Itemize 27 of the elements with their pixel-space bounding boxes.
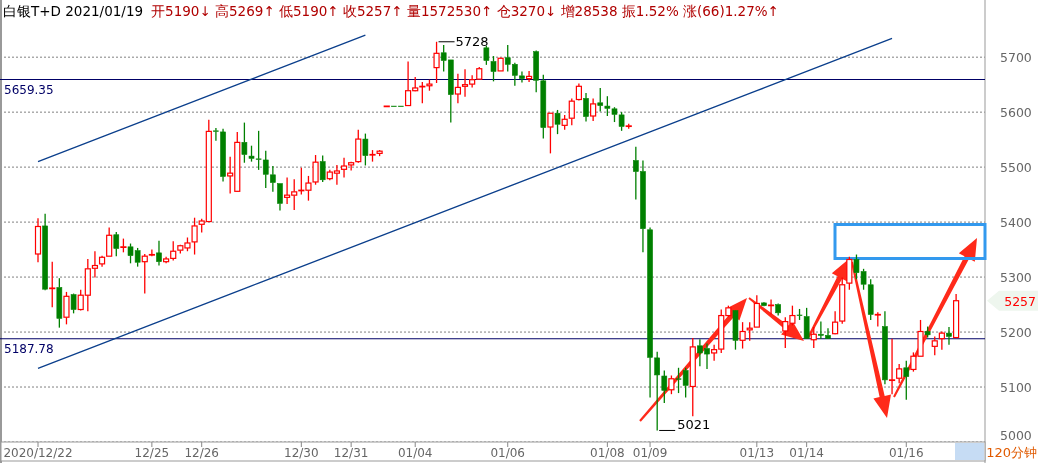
ref-line-label: 5659.35 [4, 82, 54, 97]
x-tick-label: 01/14 [789, 446, 824, 460]
x-tick-label: 12/31 [333, 446, 369, 460]
y-tick-label: 5500 [1000, 160, 1032, 176]
y-tick-label: 5100 [1000, 380, 1032, 396]
x-tick-label: 01/13 [739, 446, 775, 460]
y-tick-label: 5300 [1000, 270, 1032, 286]
annotation: 5728 [455, 33, 489, 49]
x-tick-label: 01/16 [888, 446, 924, 460]
x-tick-label: 01/09 [632, 446, 668, 460]
x-tick-label: 01/06 [490, 446, 526, 460]
x-tick-label: 2020/12/22 [3, 446, 73, 460]
x-tick-label: 12/25 [134, 446, 170, 460]
y-tick-label: 5400 [1000, 215, 1032, 231]
y-tick-label: 5000 [1000, 428, 1032, 443]
y-tick-label: 5200 [1000, 325, 1032, 341]
header: 白银T+D 2021/01/19 开5190↓ 高5269↑ 低5190↑ 收5257↑ 量1572530↑ 仓3270↓ 增28538 振1.52% 涨(66)1.27%↑ [3, 3, 779, 19]
x-tick-label: 12/26 [184, 446, 219, 460]
y-tick-label: 5600 [1000, 105, 1032, 121]
ref-line-label: 5187.78 [4, 341, 54, 356]
text: 120分钟 [986, 445, 1037, 460]
text: 5257 [1004, 293, 1036, 309]
x-tick-label: 01/08 [590, 446, 625, 460]
y-tick-label: 5700 [1000, 50, 1032, 66]
x-tick-label: 01/04 [397, 446, 433, 460]
annotation: 5021 [677, 417, 711, 433]
x-tick-label: 12/30 [284, 446, 319, 460]
